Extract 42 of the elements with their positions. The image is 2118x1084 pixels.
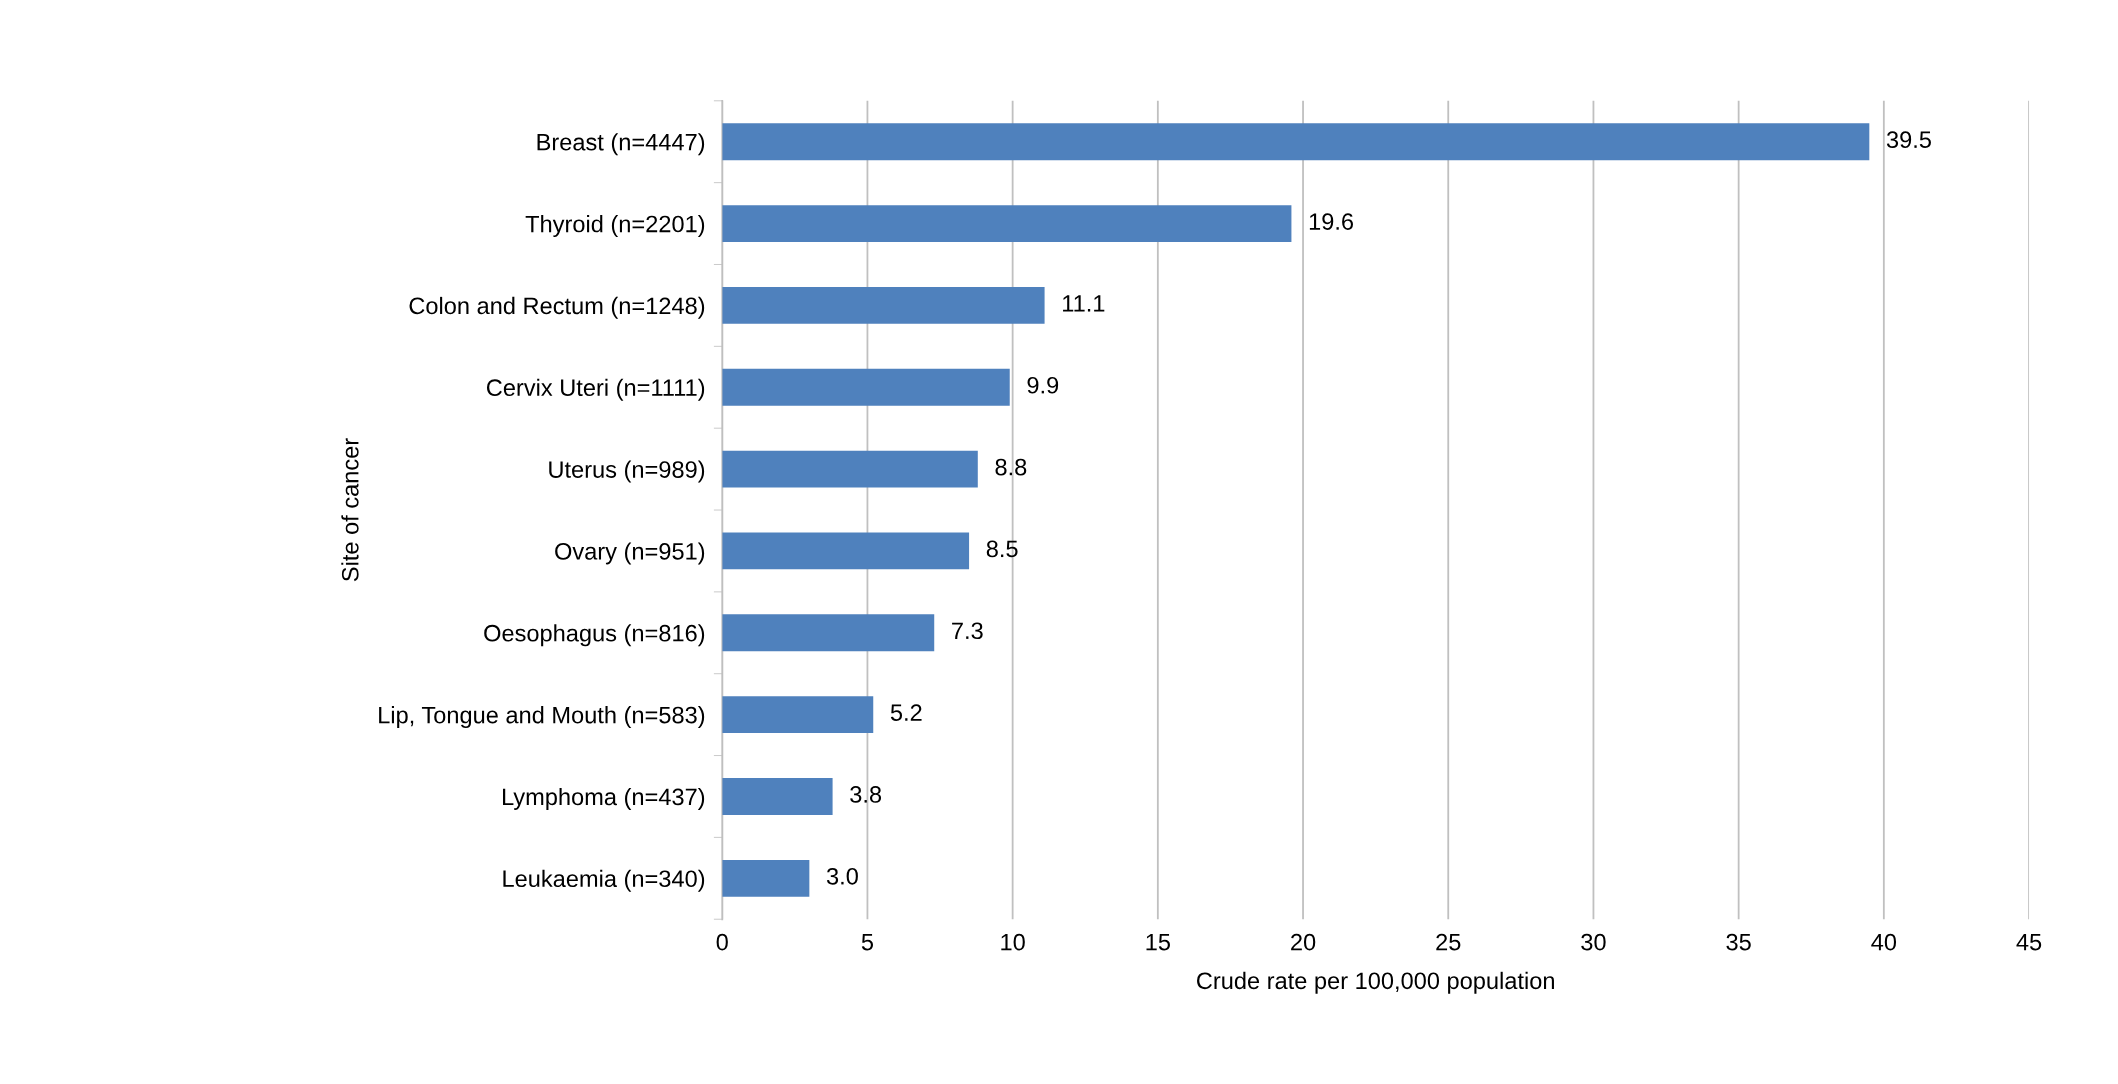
y-tick-label: Leukaemia (n=340) [503, 869, 705, 892]
x-tick-label: 10 [1001, 933, 1025, 951]
x-tick-label: 45 [2016, 933, 2042, 951]
y-tick-label: Thyroid (n=2201) [525, 215, 705, 238]
bar [722, 123, 1870, 161]
x-axis-title: Crude rate per 100,000 population [1197, 971, 1554, 994]
data-label: 9.9 [1027, 376, 1059, 394]
data-label: 7.3 [952, 622, 983, 640]
bar [722, 696, 874, 734]
y-tick-label: Uterus (n=989) [549, 460, 705, 483]
bar [722, 778, 833, 815]
y-tick-label: Cervix Uteri (n=1111) [486, 378, 705, 401]
data-label: 8.8 [995, 458, 1027, 476]
data-label: 39.5 [1886, 131, 1931, 149]
bar [722, 614, 935, 652]
y-axis-title: Site of cancer [341, 438, 359, 582]
data-label: 11.1 [1063, 295, 1105, 312]
x-tick-label: 15 [1146, 933, 1170, 951]
y-tick-label: Oesophagus (n=816) [484, 624, 705, 647]
y-tick-label: Colon and Rectum (n=1248) [409, 296, 705, 319]
x-tick-label: 0 [716, 933, 728, 951]
data-label: 19.6 [1309, 213, 1354, 230]
bar [722, 368, 1010, 406]
data-label: 3.0 [826, 867, 858, 885]
data-label: 5.2 [890, 704, 922, 721]
x-tick-label: 20 [1291, 933, 1316, 951]
data-label: 8.5 [986, 540, 1018, 558]
y-tick-label: Lymphoma (n=437) [503, 787, 705, 810]
y-tick-label: Lip, Tongue and Mouth (n=583) [379, 706, 705, 729]
bar [722, 205, 1292, 242]
y-tick-label: Ovary (n=951) [555, 542, 705, 565]
data-label: 3.8 [850, 786, 882, 803]
bar [722, 287, 1045, 324]
bar [722, 859, 810, 897]
x-tick-label: 40 [1871, 933, 1897, 951]
bar [722, 532, 970, 570]
x-tick-label: 35 [1726, 933, 1751, 951]
x-tick-label: 5 [861, 933, 874, 951]
x-tick-label: 25 [1436, 933, 1461, 951]
bar [722, 450, 978, 488]
y-tick-label: Breast (n=4447) [537, 133, 705, 156]
x-tick-label: 30 [1581, 933, 1606, 951]
